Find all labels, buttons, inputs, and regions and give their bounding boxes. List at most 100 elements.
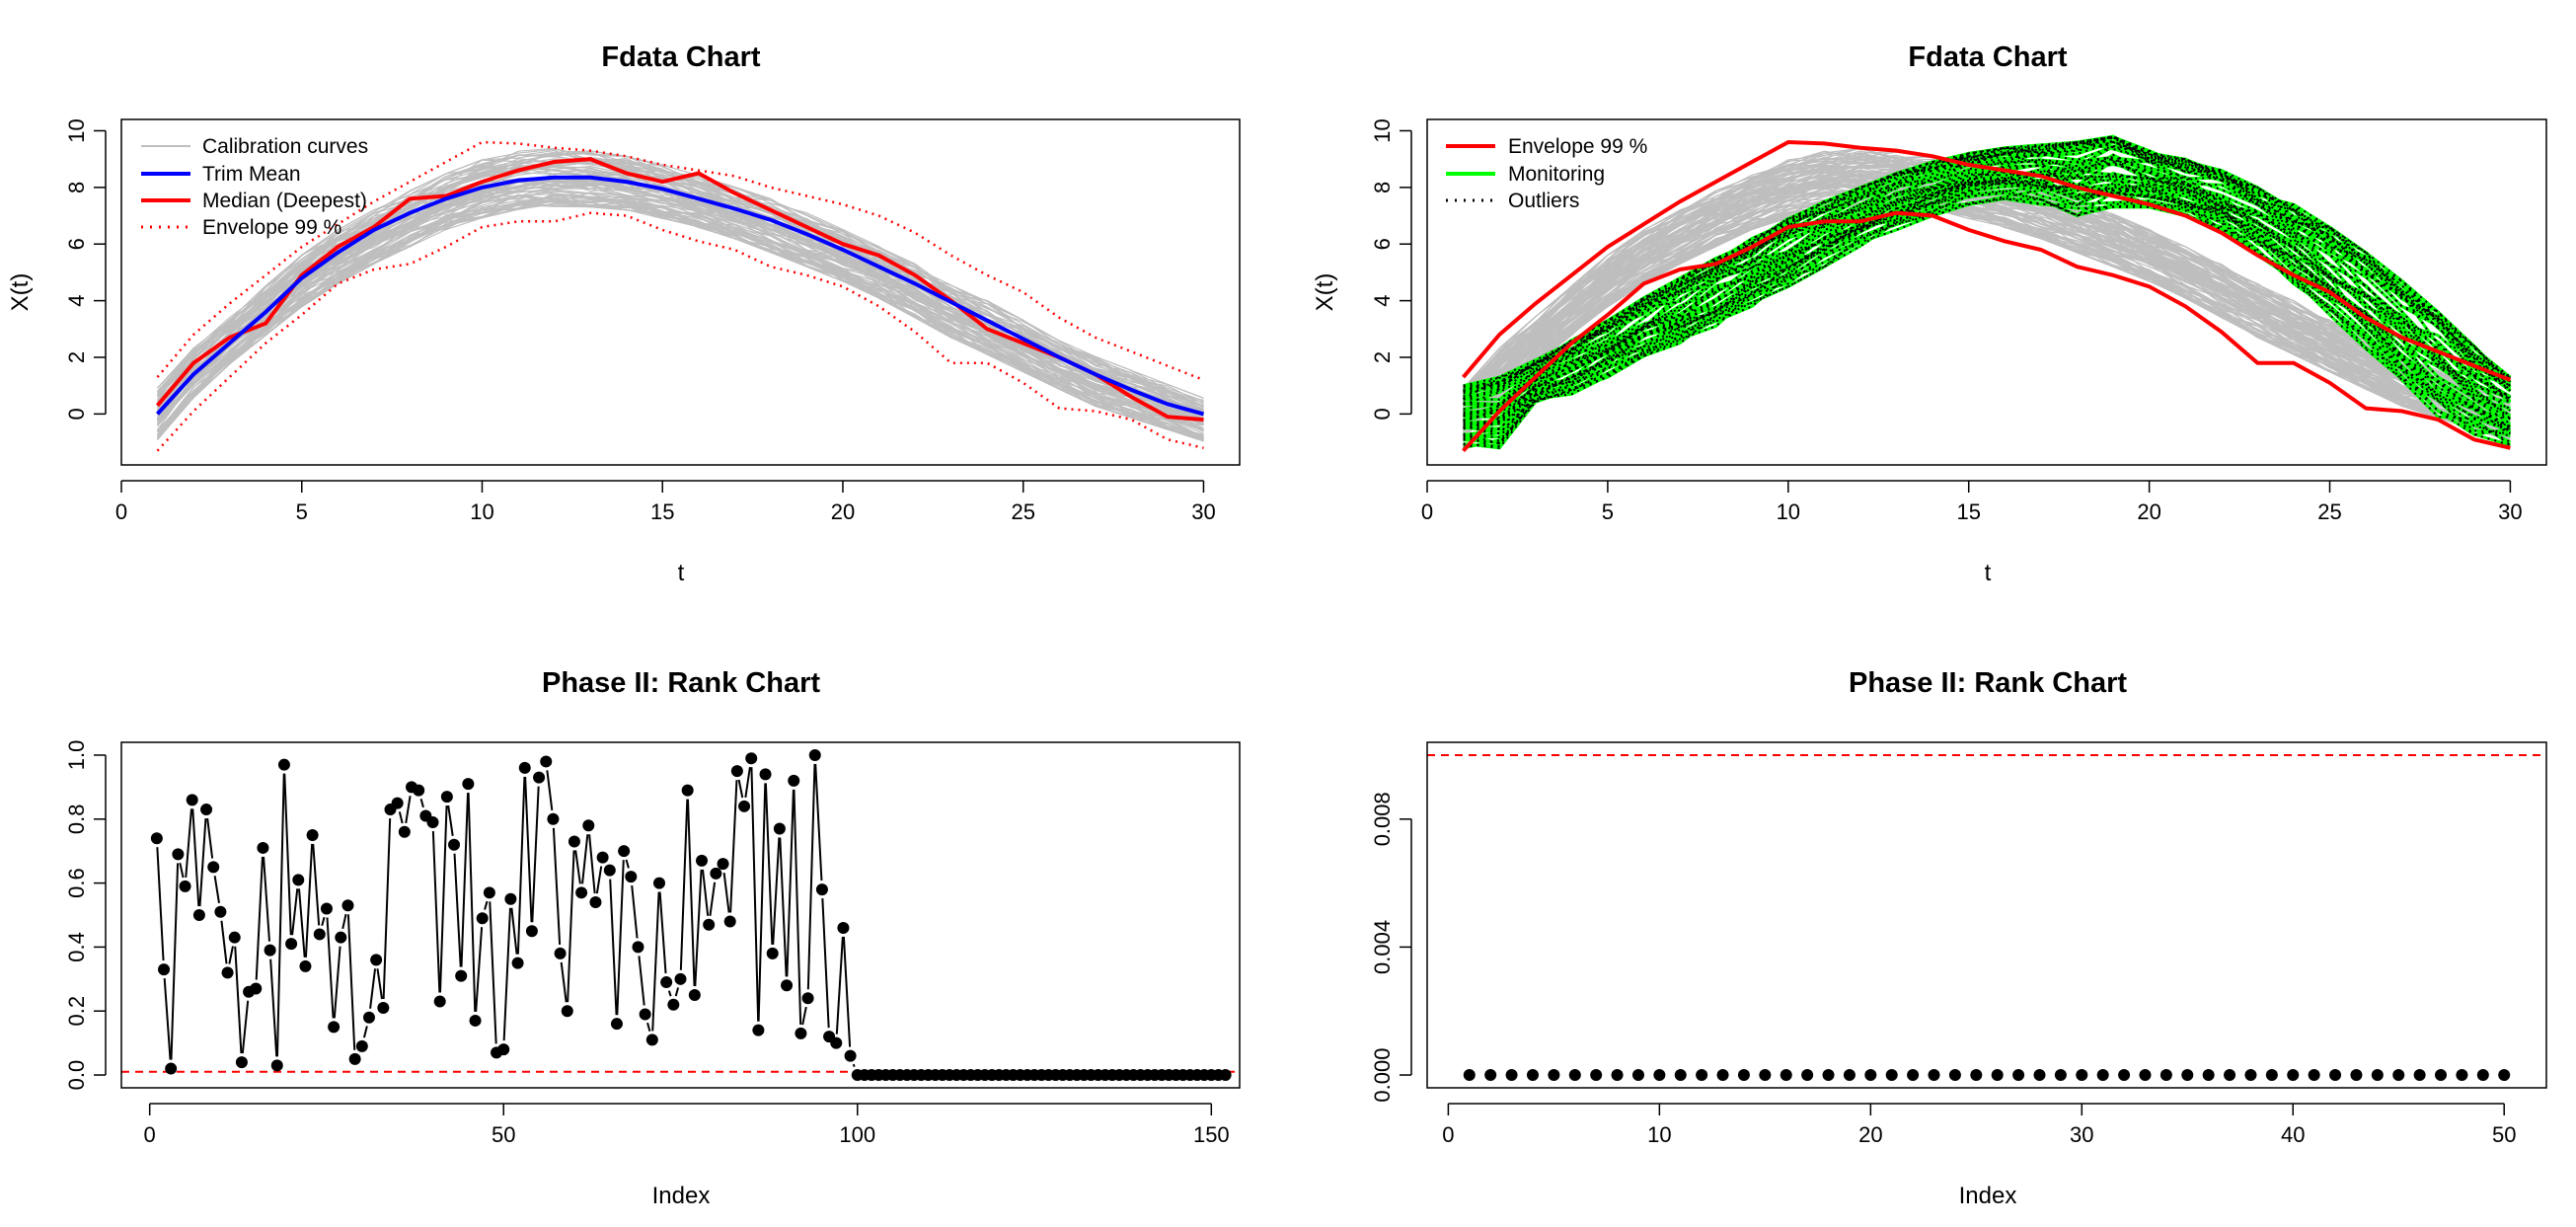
rank-point bbox=[837, 921, 850, 934]
plot-frame bbox=[1426, 118, 2547, 466]
rank-point bbox=[575, 886, 588, 899]
rank-point bbox=[1505, 1069, 1518, 1082]
calibration-curve bbox=[157, 149, 1204, 405]
calibration-curve bbox=[1463, 181, 2511, 428]
rank-point bbox=[773, 822, 786, 835]
rank-point bbox=[335, 931, 347, 944]
rank-point bbox=[1928, 1069, 1940, 1082]
rank-point bbox=[2012, 1069, 2025, 1082]
rank-point bbox=[398, 825, 411, 838]
calibration-curve bbox=[157, 173, 1204, 421]
outlier-curve bbox=[1463, 167, 2512, 425]
y-tick-label: 0.0 bbox=[64, 1060, 89, 1091]
rank-point bbox=[752, 1024, 765, 1036]
rank-point bbox=[455, 969, 468, 982]
legend-label: Envelope 99 % bbox=[202, 216, 341, 239]
rank-point bbox=[2371, 1069, 2384, 1082]
rank-point bbox=[1864, 1069, 1877, 1082]
envelope-line bbox=[1462, 210, 2511, 453]
rank-point bbox=[186, 794, 198, 806]
connector-segment bbox=[489, 901, 497, 1044]
rank-point bbox=[2139, 1069, 2152, 1082]
rank-point bbox=[2456, 1069, 2468, 1082]
connector-segment bbox=[439, 805, 448, 993]
connector-segment bbox=[275, 773, 285, 1057]
rank-point bbox=[391, 797, 404, 809]
connector-segment bbox=[304, 843, 314, 958]
connector-segment bbox=[702, 869, 710, 916]
connector-segment bbox=[722, 872, 730, 913]
rank-point bbox=[2287, 1069, 2300, 1082]
y-tick-label: 8 bbox=[1370, 182, 1395, 193]
y-tick-label: 2 bbox=[1370, 351, 1395, 363]
rank-point bbox=[660, 976, 673, 989]
rank-point bbox=[1568, 1069, 1581, 1082]
rank-point bbox=[717, 858, 729, 871]
rank-point bbox=[788, 774, 800, 787]
monitoring-curve bbox=[1463, 139, 2512, 393]
rank-point bbox=[2476, 1069, 2489, 1082]
rank-point bbox=[1484, 1069, 1497, 1082]
connector-segment bbox=[298, 888, 306, 958]
connector-segment bbox=[674, 987, 680, 997]
legend: Envelope 99 % Monitoring Outliers bbox=[1446, 135, 1647, 212]
calibration-curve bbox=[1463, 199, 2511, 440]
connector-segment bbox=[757, 783, 767, 1022]
rank-point bbox=[235, 1056, 248, 1069]
rank-point bbox=[1590, 1069, 1603, 1082]
y-tick-label: 0 bbox=[64, 408, 89, 420]
outlier-curve bbox=[1463, 197, 2511, 449]
legend-label: Median (Deepest) bbox=[202, 190, 367, 212]
rank-point bbox=[738, 800, 751, 812]
rank-point bbox=[844, 1049, 857, 1062]
x-tick-label: 0 bbox=[115, 499, 127, 524]
connector-segment bbox=[737, 779, 744, 799]
x-tick-label: 15 bbox=[1956, 499, 1980, 524]
connector-segment bbox=[835, 936, 844, 1035]
rank-point bbox=[2435, 1069, 2448, 1082]
x-axis-label: Index bbox=[652, 1183, 711, 1209]
rank-point bbox=[625, 871, 638, 883]
rank-point bbox=[681, 784, 694, 797]
rank-point bbox=[554, 947, 567, 959]
rank-point bbox=[2076, 1069, 2088, 1082]
connector-segment bbox=[312, 843, 321, 926]
connector-segment bbox=[574, 850, 581, 884]
connector-segment bbox=[793, 789, 802, 1025]
calibration-curve bbox=[157, 176, 1204, 425]
connector-segment bbox=[369, 968, 377, 1009]
outlier-curve bbox=[1463, 140, 2512, 400]
y-axis-label: X(t) bbox=[7, 273, 34, 312]
y-tick-label: 0.6 bbox=[64, 868, 89, 898]
connector-segment bbox=[546, 770, 554, 810]
axes: 0 50 100 150 0.0 0.2 0.4 0.6 0.8 1.0 bbox=[64, 740, 1230, 1147]
rank-point bbox=[497, 1043, 510, 1056]
rank-point bbox=[2096, 1069, 2109, 1082]
rank-point bbox=[2054, 1069, 2067, 1082]
rank-point bbox=[214, 905, 227, 918]
connector-segment bbox=[156, 847, 165, 961]
plot-area bbox=[155, 140, 1205, 452]
connector-segment bbox=[185, 808, 192, 878]
x-tick-label: 150 bbox=[1193, 1122, 1230, 1147]
connector-segment bbox=[241, 1000, 250, 1054]
rank-point bbox=[596, 851, 609, 864]
outlier-curve bbox=[1463, 136, 2511, 391]
x-tick-label: 20 bbox=[831, 499, 855, 524]
rank-point bbox=[1907, 1069, 1920, 1082]
rank-point bbox=[250, 982, 263, 995]
rank-point bbox=[150, 832, 163, 845]
connector-segment bbox=[814, 763, 823, 882]
connector-segment bbox=[750, 767, 760, 1022]
rank-point bbox=[759, 768, 772, 781]
calibration-curve bbox=[157, 203, 1204, 442]
panel-rank-chart-1: Phase II: Rank Chart 0 50 100 1500.00.20.40… bbox=[64, 667, 1241, 1209]
rank-point bbox=[703, 918, 716, 931]
x-tick-label: 30 bbox=[2498, 499, 2522, 524]
x-tick-label: 40 bbox=[2281, 1122, 2305, 1147]
rank-point bbox=[2118, 1069, 2131, 1082]
x-tick-label: 0 bbox=[144, 1122, 156, 1147]
rank-point bbox=[476, 912, 489, 925]
rank-point bbox=[1696, 1069, 1708, 1082]
axes: 0 5 10 15 20 25 30 0 2 4 6 8 10 bbox=[1370, 118, 2523, 524]
